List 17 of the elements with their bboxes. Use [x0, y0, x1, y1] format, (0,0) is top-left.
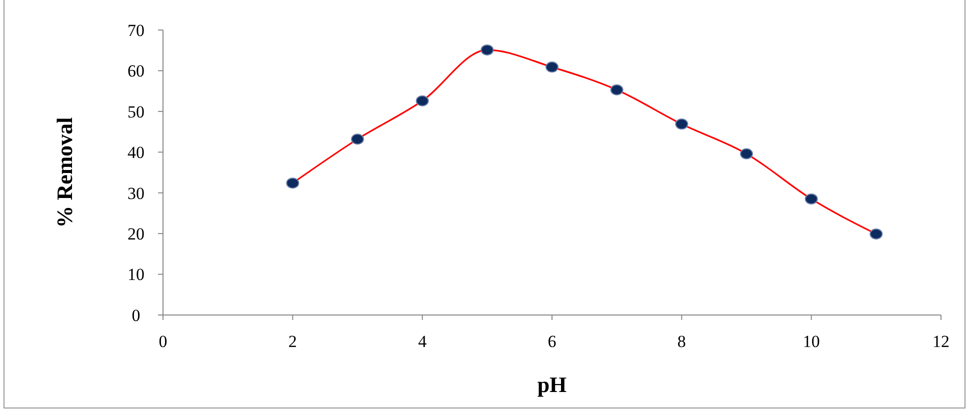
y-axis-title: % Removal [52, 117, 77, 228]
y-tick-label: 0 [132, 306, 140, 325]
y-tick-label: 40 [128, 143, 144, 162]
x-tick-label: 10 [802, 332, 820, 351]
x-tick-label: 6 [548, 332, 556, 351]
x-tick-label: 8 [677, 332, 686, 351]
y-tick-label: 20 [128, 224, 144, 244]
y-tick-label: 30 [128, 184, 144, 203]
x-tick-label: 12 [932, 332, 950, 351]
y-tick-label: 10 [128, 265, 144, 284]
x-tick-label: 0 [158, 332, 168, 351]
y-tick-label: 70 [128, 20, 144, 40]
y-tick-label: 50 [128, 102, 144, 122]
y-tick-label: 60 [128, 62, 144, 81]
x-axis-title: pH [537, 372, 567, 397]
x-tick-label: 2 [288, 332, 297, 351]
x-tick-label: 4 [418, 332, 428, 351]
